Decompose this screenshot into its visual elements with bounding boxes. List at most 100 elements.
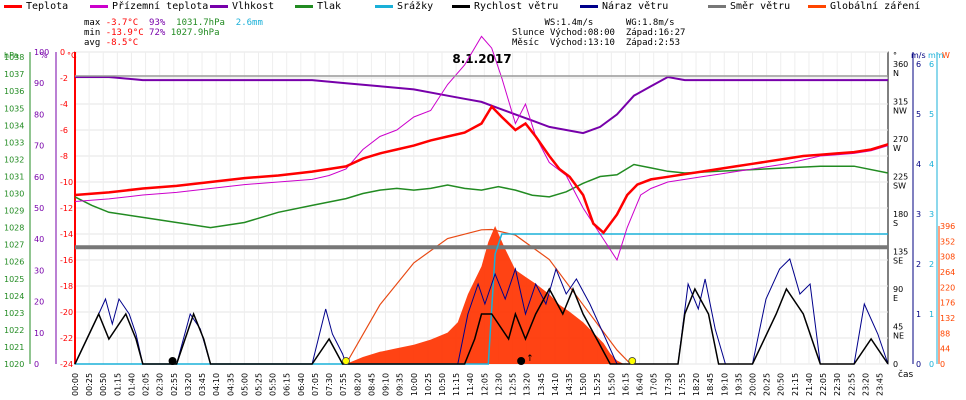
- x-tick-label: 12:55: [509, 373, 518, 396]
- legend-swatch: [580, 4, 598, 8]
- axis-unit-dir: °: [893, 51, 897, 60]
- legend-item: Tlak: [295, 1, 341, 13]
- axis-tick-hpa: 1029: [4, 207, 24, 216]
- axis-unit-hpa: hPa: [4, 51, 19, 60]
- x-tick-label: 07:05: [311, 373, 320, 396]
- x-tick-label: 04:35: [226, 373, 235, 396]
- x-tick-label: 05:25: [254, 373, 263, 396]
- axis-tick-pct: 100: [34, 48, 49, 57]
- x-tick-label: 02:30: [156, 373, 165, 396]
- stats-min-pressure: 1027.9hPa: [170, 28, 220, 38]
- x-tick-label: 16:15: [621, 373, 630, 396]
- legend-item: Rychlost větru: [452, 1, 558, 13]
- axis-tick-hpa: 1021: [4, 343, 24, 352]
- x-tick-label: 13:20: [523, 373, 532, 396]
- x-tick-label: 09:10: [382, 373, 391, 396]
- axis-tick-wm: 88: [940, 329, 950, 338]
- axis-unit-wm: W: [942, 51, 950, 60]
- x-tick-label: 14:10: [551, 373, 560, 396]
- sunrise-time: Východ:08:00: [549, 28, 615, 38]
- axis-compass-label: NW: [893, 107, 907, 116]
- axis-tick-ms: 0: [916, 360, 921, 369]
- x-tick-label: 19:10: [720, 373, 729, 396]
- legend-item: Směr větru: [708, 1, 790, 13]
- stats-min-label: min: [84, 28, 101, 38]
- x-tick-label: 12:05: [480, 373, 489, 396]
- x-tick-label: 01:40: [127, 373, 136, 396]
- x-tick-label: 15:25: [593, 373, 602, 396]
- x-tick-label: 06:15: [283, 373, 292, 396]
- humidity-line: [75, 75, 888, 135]
- axis-tick-ms: 2: [916, 260, 921, 269]
- axis-tick-pct: 30: [34, 266, 44, 275]
- astro-moon-row: Měsíc Východ:13:10 Západ:2:53: [512, 38, 685, 48]
- axis-compass-label: NE: [893, 332, 904, 341]
- axis-unit-mm: mm: [928, 51, 944, 60]
- x-tick-label: 00:25: [85, 373, 94, 396]
- x-tick-label: 12:30: [494, 373, 503, 396]
- x-tick-label: 11:15: [452, 373, 461, 396]
- axis-tick-temp: -8: [60, 152, 68, 161]
- theoretical-radiation-line: [345, 228, 631, 365]
- x-tick-label: 00:00: [71, 373, 80, 396]
- axis-tick-hpa: 1026: [4, 258, 24, 267]
- wind-gust-avg: WG:1.8m/s: [625, 18, 675, 28]
- axis-tick-ms: 3: [916, 210, 921, 219]
- moonset-marker: [168, 357, 177, 365]
- axis-compass-label: W: [893, 144, 901, 153]
- x-tick-label: 10:25: [424, 373, 433, 396]
- axis-tick-mm: 6: [929, 60, 934, 69]
- sun-label: Slunce: [512, 28, 545, 38]
- stats-min-humidity: 72%: [149, 28, 166, 38]
- legend-label: Teplota: [26, 1, 69, 12]
- axis-tick-temp: -12: [60, 204, 73, 213]
- x-tick-label: 09:35: [396, 373, 405, 396]
- x-tick-label: 11:40: [466, 373, 475, 396]
- axis-tick-dir: 90: [893, 285, 903, 294]
- axis-tick-pct: 50: [34, 204, 44, 213]
- x-tick-label: 07:55: [339, 373, 348, 396]
- axis-tick-mm: 2: [929, 260, 934, 269]
- axis-tick-hpa: 1037: [4, 70, 24, 79]
- legend-swatch: [375, 4, 393, 8]
- x-tick-label: 17:05: [650, 373, 659, 396]
- axis-tick-wm: 352: [940, 237, 955, 246]
- legend-item: Náraz větru: [580, 1, 668, 13]
- axis-tick-hpa: 1033: [4, 138, 24, 147]
- axis-tick-ms: 1: [916, 310, 921, 319]
- x-tick-label: 02:05: [142, 373, 151, 396]
- x-tick-label: 17:30: [664, 373, 673, 396]
- axis-tick-ms: 6: [916, 60, 921, 69]
- axis-tick-temp: -24: [60, 360, 73, 369]
- axis-tick-pct: 60: [34, 173, 44, 182]
- moonrise-arrow: ↑: [526, 354, 534, 364]
- x-tick-label: 02:55: [170, 373, 179, 396]
- axis-tick-temp: -22: [60, 334, 73, 343]
- axis-tick-hpa: 1025: [4, 275, 24, 284]
- x-axis-label: čas: [898, 369, 913, 380]
- legend-item: Globální záření: [808, 1, 920, 13]
- x-tick-label: 10:00: [410, 373, 419, 396]
- stats-max-temp: -3.7°C: [105, 18, 139, 28]
- axis-tick-temp: -18: [60, 282, 73, 291]
- x-tick-label: 15:00: [579, 373, 588, 396]
- astro-panel: WS:1.4m/s WG:1.8m/s Slunce Východ:08:00 …: [512, 18, 685, 48]
- x-tick-label: 05:50: [269, 373, 278, 396]
- x-tick-label: 21:40: [805, 373, 814, 396]
- axis-tick-mm: 3: [929, 210, 934, 219]
- legend-swatch: [210, 4, 228, 8]
- axis-tick-dir: 225: [893, 173, 908, 182]
- x-tick-label: 08:20: [353, 373, 362, 396]
- sunset-time: Západ:16:27: [625, 28, 686, 38]
- x-tick-label: 08:45: [367, 373, 376, 396]
- x-tick-label: 00:50: [99, 373, 108, 396]
- axis-tick-pct: 80: [34, 110, 44, 119]
- wind-speed-avg: WS:1.4m/s: [544, 18, 594, 28]
- axis-tick-hpa: 1034: [4, 121, 24, 130]
- temperature-line: [74, 104, 889, 235]
- stats-max-row: max -3.7°C 93% 1031.7hPa 2.6mm: [84, 18, 263, 28]
- x-tick-label: 04:10: [212, 373, 221, 396]
- legend-label: Vlhkost: [232, 1, 275, 12]
- axis-tick-hpa: 1030: [4, 190, 24, 199]
